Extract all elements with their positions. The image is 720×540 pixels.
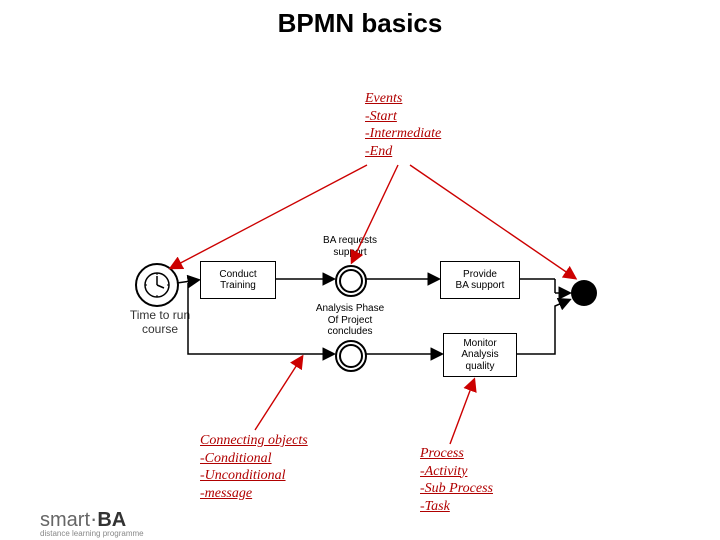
event-analysis-phase — [335, 340, 367, 372]
brand-logo-sub: distance learning programme — [40, 529, 144, 538]
logo-suffix: BA — [97, 509, 126, 531]
task-monitor-quality: MonitorAnalysisquality — [443, 333, 517, 377]
task-label: ProvideBA support — [456, 269, 505, 292]
anno-events: Events -Start -Intermediate -End — [365, 90, 441, 160]
anno-conn-l1: -Conditional — [200, 450, 308, 468]
anno-events-l2: -Intermediate — [365, 125, 441, 143]
start-event-label: Time to runcourse — [120, 308, 200, 337]
task-label: MonitorAnalysisquality — [461, 338, 498, 373]
anno-conn-head: Connecting objects — [200, 432, 308, 450]
anno-events-head: Events — [365, 90, 441, 108]
task-conduct-training: ConductTraining — [200, 261, 276, 299]
anno-events-l3: -End — [365, 143, 441, 161]
task-label: ConductTraining — [219, 269, 256, 292]
anno-proc-l2: -Sub Process — [420, 480, 493, 498]
event-ba-requests-label: BA requestssupport — [315, 235, 385, 258]
task-provide-ba-support: ProvideBA support — [440, 261, 520, 299]
logo-brand: smart — [40, 509, 90, 531]
event-ba-requests — [335, 265, 367, 297]
anno-connecting: Connecting objects -Conditional -Uncondi… — [200, 432, 308, 502]
anno-proc-head: Process — [420, 445, 493, 463]
anno-proc-l3: -Task — [420, 498, 493, 516]
event-analysis-phase-label: Analysis PhaseOf Projectconcludes — [308, 303, 392, 338]
anno-proc-l1: -Activity — [420, 463, 493, 481]
anno-process: Process -Activity -Sub Process -Task — [420, 445, 493, 515]
clock-icon — [137, 265, 177, 305]
anno-events-l1: -Start — [365, 108, 441, 126]
page-title: BPMN basics — [0, 8, 720, 39]
anno-conn-l2: -Unconditional — [200, 467, 308, 485]
anno-conn-l3: -message — [200, 485, 308, 503]
start-event — [135, 263, 179, 307]
end-event — [571, 280, 597, 306]
